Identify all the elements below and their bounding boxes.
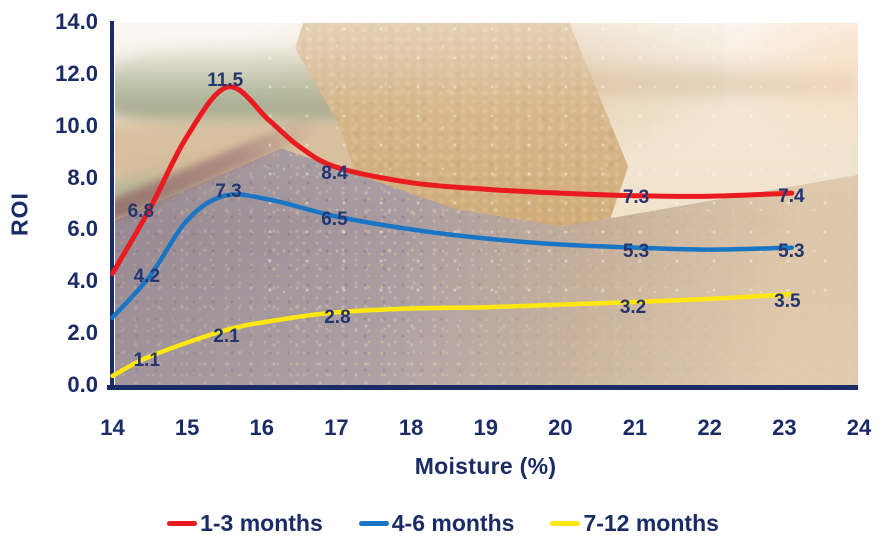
x-tick-label: 21 <box>622 415 648 440</box>
y-tick-label: 10.0 <box>55 112 98 138</box>
x-tick-label: 23 <box>772 415 797 440</box>
data-label: 5.3 <box>778 241 805 263</box>
y-tick-label: 4.0 <box>67 268 98 294</box>
data-label: 4.2 <box>133 266 161 288</box>
x-axis-line <box>107 385 858 390</box>
x-tick-label: 19 <box>473 415 498 440</box>
x-tick-label: 18 <box>398 415 424 440</box>
data-label: 7.4 <box>778 186 805 208</box>
data-label: 3.5 <box>774 290 801 312</box>
y-axis-line <box>110 21 114 389</box>
x-tick-label: 24 <box>846 415 872 440</box>
data-label: 7.3 <box>215 180 242 202</box>
data-label: 6.5 <box>321 209 348 231</box>
legend-label: 1-3 months <box>200 510 323 536</box>
x-tick-label: 20 <box>548 415 573 440</box>
legend-dash-icon <box>550 520 581 527</box>
y-tick-label: 0.0 <box>67 372 98 397</box>
x-tick-label: 15 <box>174 415 200 440</box>
data-label: 2.1 <box>213 325 240 347</box>
y-tick-label: 12.0 <box>55 60 98 86</box>
data-label: 2.8 <box>324 307 351 329</box>
legend: 1-3 months 4-6 months 7-12 months <box>0 510 886 537</box>
y-tick-label: 14.0 <box>55 8 98 34</box>
legend-label: 7-12 months <box>583 510 719 536</box>
legend-item-4-6-months: 4-6 months <box>358 510 515 537</box>
x-axis-title: Moisture (%) <box>414 453 557 479</box>
legend-item-7-12-months: 7-12 months <box>550 510 719 537</box>
legend-label: 4-6 months <box>391 510 515 536</box>
x-tick-label: 16 <box>249 415 275 440</box>
y-axis-title: ROI <box>6 192 33 236</box>
data-label: 7.3 <box>622 186 650 208</box>
legend-dash-icon <box>167 520 198 527</box>
legend-dash-icon <box>358 520 389 527</box>
data-label: 3.2 <box>619 297 647 319</box>
y-tick-label: 8.0 <box>67 164 98 190</box>
data-label: 6.8 <box>127 200 155 222</box>
data-label: 8.4 <box>321 163 348 185</box>
data-label: 1.1 <box>133 350 161 372</box>
y-tick-label: 6.0 <box>67 216 98 242</box>
y-tick-label: 2.0 <box>67 320 98 346</box>
x-tick-label: 14 <box>100 415 125 440</box>
data-label: 11.5 <box>207 69 244 91</box>
legend-item-1-3-months: 1-3 months <box>167 510 323 537</box>
x-tick-label: 22 <box>697 415 722 440</box>
x-tick-label: 17 <box>324 415 349 440</box>
data-label: 5.3 <box>622 240 650 262</box>
